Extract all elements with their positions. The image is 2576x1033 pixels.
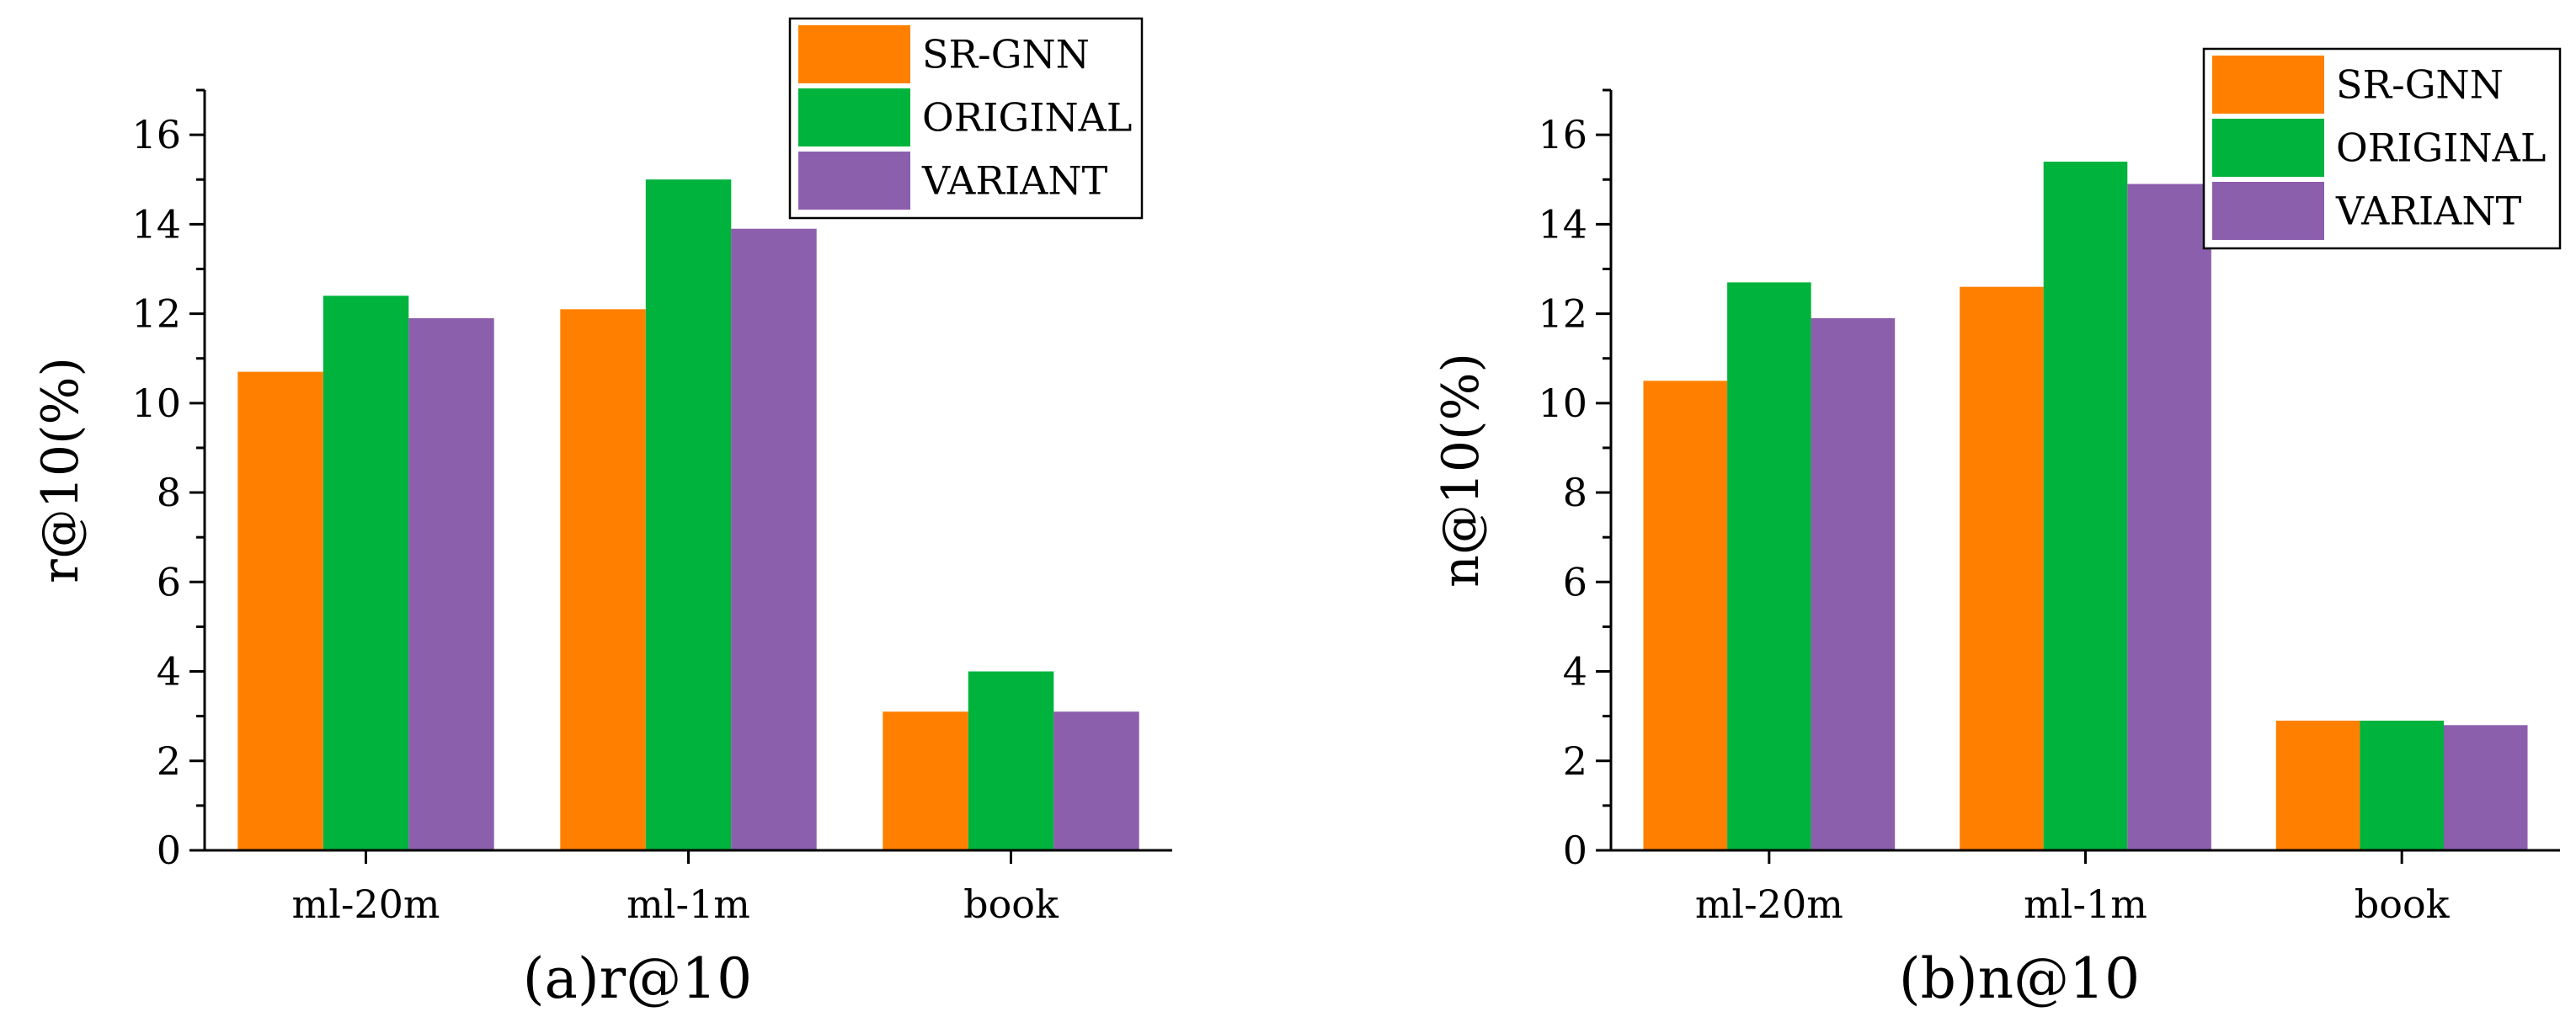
bar-variant-ml-1m xyxy=(731,228,817,850)
legend-swatch-original xyxy=(798,88,910,146)
legend-swatch-sr-gnn xyxy=(798,25,910,83)
legend-label-variant: VARIANT xyxy=(2335,189,2522,234)
y-tick-label: 4 xyxy=(1563,649,1587,695)
y-tick-label: 12 xyxy=(131,291,181,337)
bar-sr-gnn-book xyxy=(2275,721,2360,850)
bar-variant-book xyxy=(1053,711,1139,850)
x-tick-label: book xyxy=(2355,881,2451,927)
y-axis-label: n@10(%) xyxy=(1432,353,1491,588)
bar-variant-ml-1m xyxy=(2127,184,2211,850)
x-tick-label: book xyxy=(963,881,1059,927)
y-tick-label: 6 xyxy=(157,559,181,604)
y-tick-label: 16 xyxy=(1538,112,1587,157)
legend-swatch-variant xyxy=(2212,182,2324,240)
y-tick-label: 2 xyxy=(157,738,181,784)
bar-sr-gnn-ml-20m xyxy=(1643,381,1728,850)
chart-a: 0 2 4 6 8 10 12 14 16 ml-20m ml-1m book r@10(%) (a)r@… xyxy=(31,17,1172,1011)
y-tick-label: 8 xyxy=(157,470,181,515)
legend-label-sr-gnn: SR-GNN xyxy=(2336,62,2504,108)
bar-original-ml-1m xyxy=(2043,162,2128,850)
y-tick-label: 16 xyxy=(131,112,181,157)
y-tick-label: 0 xyxy=(157,828,181,873)
bar-sr-gnn-ml-20m xyxy=(237,371,323,851)
bar-original-ml-20m xyxy=(323,296,409,850)
bar-original-ml-1m xyxy=(645,179,732,850)
y-tick-label: 14 xyxy=(1538,201,1587,247)
legend-label-original: ORIGINAL xyxy=(922,95,1132,141)
y-tick-label: 4 xyxy=(157,649,181,695)
bar-original-book xyxy=(2360,721,2444,850)
x-tick-label: ml-20m xyxy=(1695,881,1843,927)
legend-swatch-original xyxy=(2212,119,2324,177)
y-tick-label: 10 xyxy=(1538,381,1587,426)
y-tick-label: 2 xyxy=(1563,738,1587,784)
bar-sr-gnn-ml-1m xyxy=(560,309,646,850)
y-tick-label: 12 xyxy=(1538,291,1587,337)
y-tick-label: 0 xyxy=(1563,828,1587,873)
y-tick-label: 8 xyxy=(1563,470,1587,515)
bar-sr-gnn-ml-1m xyxy=(1960,286,2044,850)
bar-variant-ml-20m xyxy=(1811,317,1896,850)
chart-caption: (b)n@10 xyxy=(1899,946,2140,1011)
y-tick-label: 6 xyxy=(1563,559,1587,604)
legend-label-sr-gnn: SR-GNN xyxy=(922,32,1090,77)
x-tick-label: ml-1m xyxy=(627,881,750,927)
y-axis-label: r@10(%) xyxy=(31,357,90,583)
legend-label-original: ORIGINAL xyxy=(2336,125,2546,171)
x-tick-label: ml-1m xyxy=(2024,881,2147,927)
chart-b: 0 2 4 6 8 10 12 14 16 ml-20m ml-1m book n@10(%) (b)n@… xyxy=(1432,47,2562,1011)
bar-sr-gnn-book xyxy=(883,711,968,850)
y-tick-label: 14 xyxy=(131,201,181,247)
bar-variant-book xyxy=(2443,725,2528,850)
legend-swatch-sr-gnn xyxy=(2212,56,2324,114)
x-tick-label: ml-20m xyxy=(291,881,440,927)
chart-caption: (a)r@10 xyxy=(523,946,752,1011)
bar-original-ml-20m xyxy=(1727,282,1811,850)
legend-label-variant: VARIANT xyxy=(921,158,1108,204)
bar-variant-ml-20m xyxy=(408,317,494,850)
bar-original-book xyxy=(968,671,1054,850)
legend: SR-GNN ORIGINAL VARIANT xyxy=(788,17,1144,220)
legend-swatch-variant xyxy=(798,152,910,210)
legend: SR-GNN ORIGINAL VARIANT xyxy=(2202,47,2562,250)
y-tick-label: 10 xyxy=(131,381,181,426)
